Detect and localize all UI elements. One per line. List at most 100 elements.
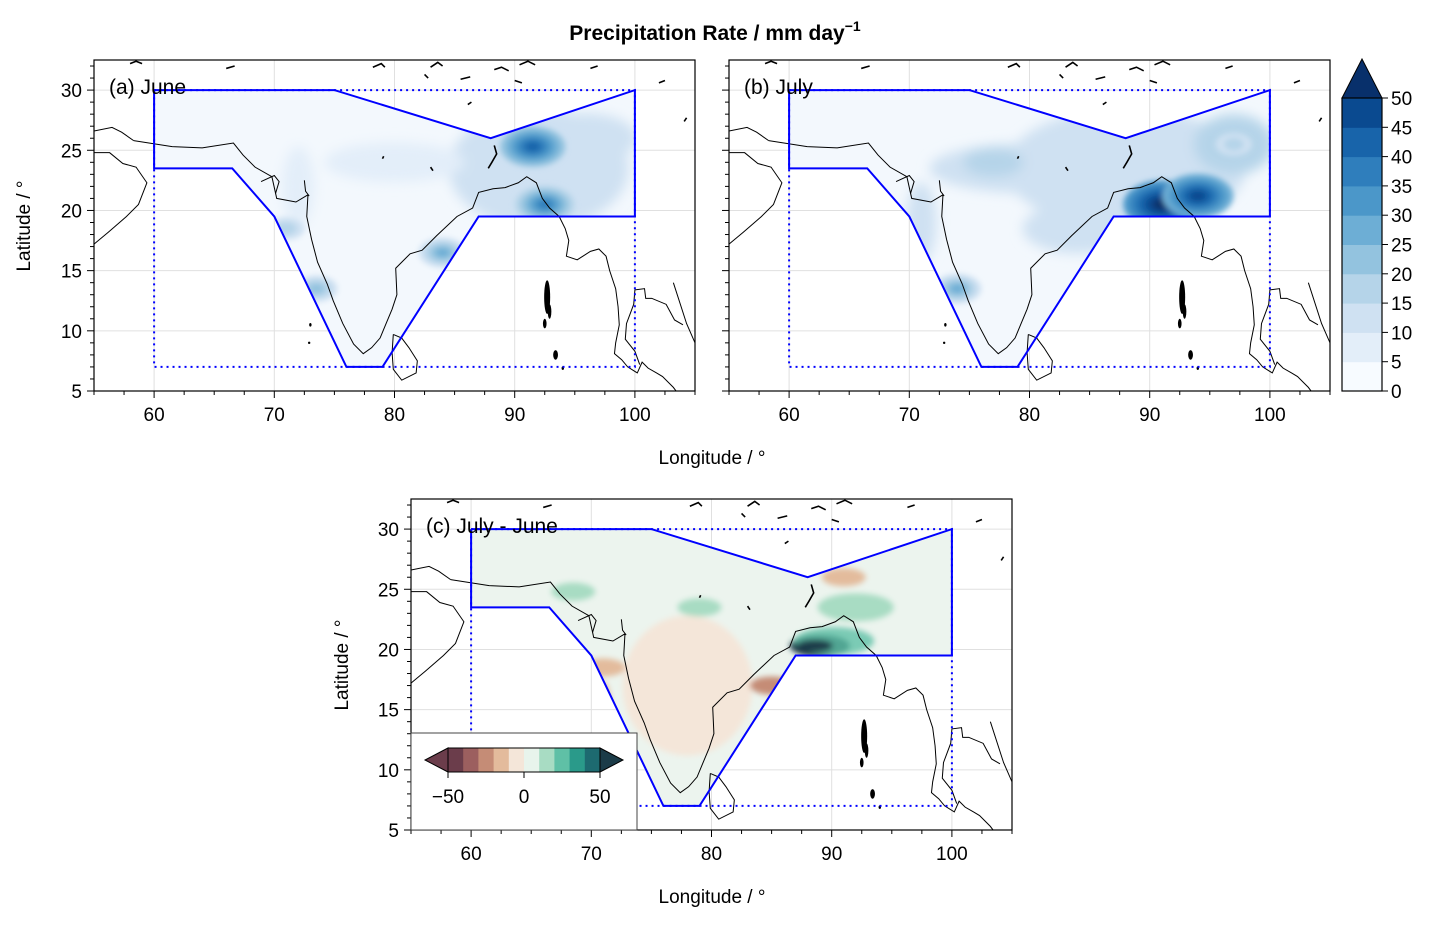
- coastline-fragment: [1065, 61, 1079, 68]
- field-maximum: [308, 283, 325, 294]
- colorbar-tick-label: 10: [1391, 323, 1412, 344]
- diff-patch: [821, 568, 866, 587]
- field-maximum: [435, 248, 450, 257]
- colorbar-segment: [448, 748, 464, 772]
- y-tick-label: 25: [61, 141, 82, 162]
- panel-june: 60 70 80 90 100 5 10 15 20 25 30 (a) June: [61, 59, 696, 426]
- coastline-fragment: [1318, 117, 1323, 122]
- coastline-fragment: [698, 594, 702, 599]
- coastline-fragment: [836, 499, 853, 505]
- colorbar-tick-label: 50: [1391, 89, 1412, 110]
- coastline: [624, 288, 684, 365]
- coastline: [260, 174, 280, 194]
- coastline: [895, 174, 915, 194]
- x-tick-label: 90: [1139, 405, 1160, 426]
- coastline: [94, 152, 148, 245]
- coastline: [411, 591, 465, 684]
- colorbar-tick-label: 25: [1391, 236, 1412, 257]
- panel-c-xlabel: Longitude / °: [659, 887, 766, 908]
- x-tick-label: 60: [461, 844, 482, 865]
- coastline-fragment: [381, 155, 385, 160]
- region-polygon: [788, 88, 1271, 368]
- x-tick-label: 100: [1254, 405, 1286, 426]
- field-patch: [929, 143, 1130, 194]
- panel-a-ylabel: Latitude / °: [14, 180, 35, 271]
- island: [1182, 304, 1187, 319]
- coastline-fragment: [1058, 73, 1064, 79]
- coastline: [729, 152, 783, 245]
- coastline-fragment: [1129, 66, 1145, 72]
- coastline: [729, 126, 769, 142]
- y-tick-label: 15: [61, 262, 82, 283]
- y-tick-label: 30: [378, 520, 399, 541]
- colorbar-segment: [524, 748, 540, 772]
- coastline-fragment: [777, 515, 788, 520]
- coastlines: [729, 60, 1330, 391]
- colorbar-segment: [1342, 98, 1382, 128]
- colorbar-tick-label: 45: [1391, 118, 1412, 139]
- coastline-fragment: [372, 62, 386, 68]
- region-polygon: [470, 527, 953, 807]
- coastline-fragment: [831, 518, 840, 523]
- y-tick-label: 5: [71, 382, 82, 403]
- colorbar-segment: [1342, 127, 1382, 158]
- colorbar-segment: [508, 748, 525, 772]
- panel-july: 60 70 80 90 100 (b) July: [722, 59, 1331, 426]
- colorbar-difference: −50 0 50: [410, 732, 638, 831]
- coastlines: [94, 60, 695, 391]
- panel-c-ylabel: Latitude / °: [332, 619, 353, 710]
- coastline-fragment: [429, 166, 434, 172]
- coastline-fragment: [1149, 79, 1158, 84]
- x-tick-label: 80: [1019, 405, 1040, 426]
- colorbar-segment: [1342, 303, 1382, 333]
- island: [942, 341, 946, 345]
- y-tick-label: 25: [378, 580, 399, 601]
- colorbar-tick-label: 15: [1391, 294, 1412, 315]
- coastline-fragment: [494, 66, 510, 72]
- y-tick-label: 20: [378, 640, 399, 661]
- region-box: [470, 528, 953, 807]
- diff-patch: [817, 593, 894, 622]
- diff-patch: [677, 598, 722, 617]
- island: [1188, 350, 1193, 360]
- x-tick-label: 100: [619, 405, 651, 426]
- x-tick-label: 70: [899, 405, 920, 426]
- coastline: [450, 579, 994, 830]
- coastline-fragment: [542, 504, 552, 509]
- coastline-fragment: [975, 518, 983, 523]
- colorbar-extend-max: [1341, 57, 1383, 99]
- coastline-fragment: [747, 500, 761, 507]
- field-patch: [622, 615, 753, 756]
- colorbar-segment: [1342, 215, 1382, 245]
- coastline: [672, 282, 695, 344]
- coastline: [411, 565, 451, 581]
- coastline: [989, 721, 1012, 783]
- field-maximum: [950, 284, 965, 293]
- region-polygon: [153, 88, 636, 368]
- island: [870, 789, 875, 799]
- field-maximum: [525, 141, 541, 152]
- coastline-fragment: [423, 73, 429, 79]
- colorbar-segment: [1342, 244, 1382, 275]
- coastline: [941, 727, 1001, 804]
- x-tick-label: 80: [384, 405, 405, 426]
- coastline-fragment: [1095, 76, 1106, 81]
- coastline-fragment: [1016, 155, 1020, 160]
- coastline-fragment: [784, 540, 789, 545]
- colorbar-segment: [569, 748, 586, 772]
- coastline: [94, 126, 134, 142]
- y-tick-label: 10: [378, 761, 399, 782]
- coastline: [577, 613, 597, 633]
- colorbar-segment: [463, 748, 479, 772]
- x-tick-label: 90: [504, 405, 525, 426]
- coastline-fragment: [804, 584, 815, 608]
- x-tick-label: 100: [936, 844, 968, 865]
- colorbar-segment: [554, 748, 571, 772]
- island: [307, 341, 311, 345]
- colorbar-segment: [1342, 273, 1382, 304]
- field-patch: [324, 142, 465, 183]
- island: [553, 350, 558, 360]
- coastline-fragment: [487, 145, 498, 169]
- x-tick-label: 60: [779, 405, 800, 426]
- coastline-fragment: [514, 79, 523, 84]
